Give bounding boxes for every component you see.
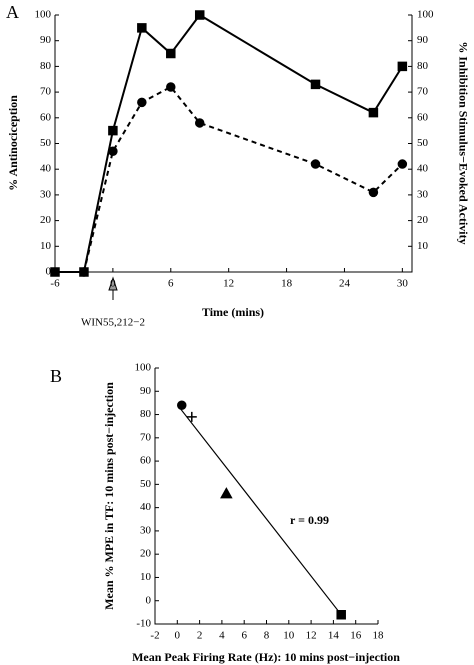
x-tick-label: -6 (50, 278, 60, 290)
y2-tick-label: 70 (417, 86, 429, 98)
marker (50, 267, 60, 277)
marker (194, 10, 205, 20)
marker (368, 187, 379, 198)
annotation: WIN55,212−2 (81, 317, 145, 329)
x-tick-label: 18 (281, 278, 293, 290)
x-tick-label: 10 (283, 630, 295, 642)
x-tick-label: 6 (168, 278, 174, 290)
y-tick-label: 40 (40, 163, 52, 175)
y-tick-label: 30 (140, 524, 152, 536)
x-axis-label: Mean Peak Firing Rate (Hz): 10 mins post… (132, 650, 400, 664)
y-tick-label: 10 (140, 571, 152, 583)
y-tick-label: 60 (40, 111, 52, 123)
y-tick-label: 0 (46, 266, 52, 278)
marker (177, 400, 187, 410)
marker (310, 159, 321, 169)
y-tick-label: 80 (40, 60, 52, 72)
marker (79, 267, 89, 277)
y-tick-label: 0 (146, 594, 152, 606)
y-tick-label: 20 (140, 548, 152, 560)
marker (166, 82, 176, 92)
y-tick-label: 50 (40, 137, 52, 149)
annotation: r = 0.99 (290, 513, 329, 527)
fit-line (179, 407, 342, 616)
x-tick-label: 30 (397, 278, 409, 290)
x-tick-label: 0 (175, 630, 181, 642)
series-line (55, 13, 404, 273)
marker (137, 23, 147, 33)
y-tick-label: 90 (140, 385, 152, 397)
y2-tick-label: 90 (417, 34, 429, 46)
y-tick-label: 90 (40, 34, 52, 46)
y-tick-label: 20 (40, 214, 52, 226)
y-tick-label: 50 (140, 478, 152, 490)
x-tick-label: 16 (350, 630, 362, 642)
y-tick-label: 70 (40, 86, 52, 98)
x-tick-label: 12 (223, 278, 234, 290)
marker (108, 146, 118, 156)
y-tick-label: 100 (35, 9, 52, 21)
y2-tick-label: 10 (417, 240, 429, 252)
marker (108, 125, 118, 136)
y-tick-label: 100 (135, 362, 152, 374)
y-tick-label: 70 (140, 431, 152, 443)
x-tick-label: 14 (328, 630, 340, 642)
axis-frame (54, 15, 413, 273)
y2-tick-label: 30 (417, 188, 429, 200)
axis-frame (154, 368, 378, 625)
y-tick-label: 10 (40, 240, 52, 252)
panel-label: B (50, 366, 62, 386)
y2-tick-label: 60 (417, 111, 429, 123)
panel-label: A (6, 2, 19, 22)
y2-tick-label: 50 (417, 137, 429, 149)
series-line (82, 85, 404, 273)
y-axis-label: Mean % MPE in TF: 10 mins post−injection (102, 382, 116, 610)
y2-axis-label: % Inhibition Stimulus−Evoked Activity (456, 41, 470, 244)
arrow (108, 276, 118, 300)
x-tick-label: 12 (306, 630, 317, 642)
x-tick-label: 18 (373, 630, 385, 642)
marker (166, 48, 176, 59)
marker (310, 79, 321, 90)
x-axis-label: Time (mins) (202, 305, 264, 319)
y-axis-label: % Antinociception (6, 95, 20, 191)
marker (336, 609, 346, 620)
x-tick-label: -2 (150, 630, 159, 642)
y2-tick-label: 40 (417, 163, 429, 175)
x-tick-label: 24 (339, 278, 351, 290)
marker (220, 487, 233, 499)
y-tick-label: -10 (136, 618, 151, 630)
marker (137, 97, 147, 108)
y2-tick-label: 80 (417, 60, 429, 72)
marker (186, 411, 197, 422)
y-tick-label: 40 (140, 501, 152, 513)
marker (397, 61, 408, 72)
x-tick-label: 0 (110, 278, 116, 290)
y2-tick-label: 20 (417, 214, 429, 226)
x-tick-label: 6 (241, 630, 247, 642)
x-tick-label: 4 (219, 630, 225, 642)
y2-tick-label: 100 (417, 9, 434, 21)
marker (397, 159, 408, 169)
y-tick-label: 80 (140, 408, 152, 420)
marker (194, 118, 205, 128)
x-tick-label: 2 (197, 630, 203, 642)
y-tick-label: 60 (140, 455, 152, 467)
x-tick-label: 8 (264, 630, 270, 642)
y-tick-label: 30 (40, 188, 52, 200)
marker (368, 107, 379, 118)
